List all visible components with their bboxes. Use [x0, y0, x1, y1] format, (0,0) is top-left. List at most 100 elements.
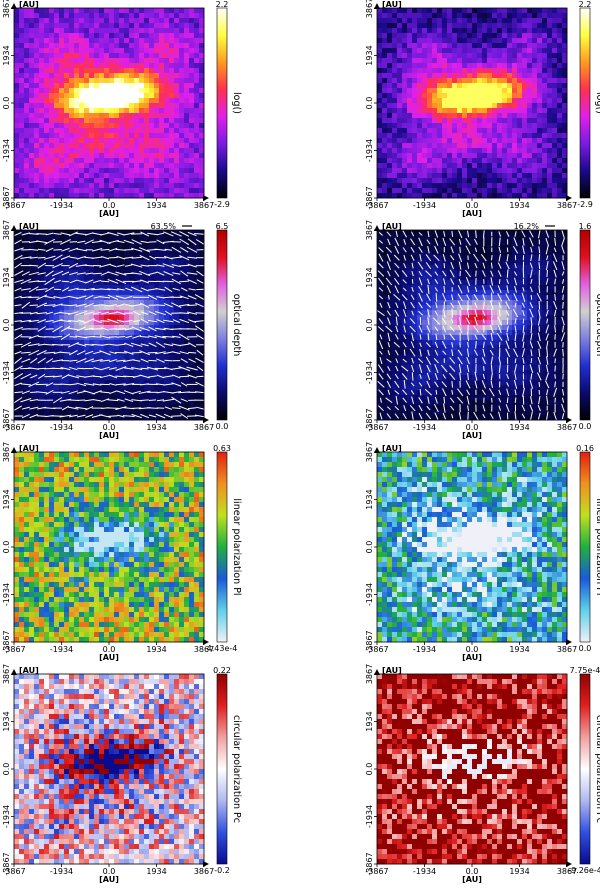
vector — [115, 295, 126, 300]
vector — [386, 261, 391, 270]
vector — [458, 238, 462, 245]
vector — [490, 364, 493, 373]
vector — [490, 380, 493, 388]
vector — [164, 248, 173, 251]
vector — [466, 286, 470, 293]
vector — [179, 238, 190, 246]
vector — [124, 256, 134, 259]
vector — [29, 264, 39, 267]
vector — [451, 308, 453, 318]
vector — [385, 397, 393, 404]
vector — [561, 413, 565, 420]
colorbar-label: log() — [231, 92, 242, 114]
vector — [108, 374, 118, 379]
vector — [514, 389, 517, 396]
vector — [498, 397, 502, 403]
vector — [561, 285, 565, 293]
vector — [29, 304, 38, 306]
x-unit-label: [AU] — [99, 875, 119, 884]
vector — [443, 278, 446, 285]
vector — [154, 335, 167, 339]
vector — [378, 373, 384, 380]
vector — [125, 335, 133, 339]
vector — [46, 358, 54, 364]
vector — [180, 398, 188, 403]
heatmap-image — [377, 452, 568, 643]
x-axis-arrow — [203, 417, 209, 423]
y-tick-label: -1934 — [365, 805, 374, 828]
vector — [498, 405, 501, 411]
vector — [465, 238, 471, 246]
vector — [76, 414, 86, 418]
vector — [521, 348, 525, 358]
vector — [68, 350, 78, 356]
vector — [482, 373, 485, 380]
y-unit-label: [AU] — [19, 222, 39, 231]
vector — [449, 372, 456, 381]
x-tick-label: 3867 — [194, 201, 214, 210]
x-tick-label: -1934 — [413, 867, 436, 876]
panel-row4-left: [AU] [AU] -3867 -1934 0.0 1934 3867 3867 1934 0.0… — [2, 664, 242, 884]
vector — [61, 390, 70, 394]
vector — [522, 341, 525, 348]
vector — [125, 319, 133, 323]
vector — [171, 391, 182, 394]
vector — [155, 351, 166, 355]
vector — [466, 395, 470, 405]
vector — [43, 255, 56, 260]
vector — [440, 364, 448, 373]
vector — [434, 349, 439, 356]
vector — [514, 358, 517, 363]
vector — [418, 412, 423, 420]
x-tick-label: 0.0 — [103, 645, 116, 654]
vector — [427, 317, 430, 325]
vector — [140, 264, 149, 267]
vector — [482, 246, 486, 254]
vector — [561, 237, 565, 247]
vector — [385, 325, 393, 333]
vector — [61, 295, 70, 299]
vector — [54, 279, 62, 284]
vector — [91, 343, 103, 346]
vector — [69, 271, 78, 276]
vector — [60, 255, 71, 260]
vector — [156, 232, 165, 236]
vector — [403, 405, 407, 412]
vector — [482, 262, 486, 269]
x-tick-label: -1934 — [413, 423, 436, 432]
vector — [418, 358, 424, 364]
vector — [443, 403, 446, 413]
y-tick-label: 0.0 — [2, 319, 11, 332]
vector — [377, 326, 385, 332]
vector — [21, 351, 31, 354]
vector — [187, 238, 197, 246]
vector — [537, 405, 541, 412]
x-unit-label: [AU] — [462, 431, 482, 440]
vector — [20, 398, 32, 403]
vector — [163, 383, 174, 386]
vector — [411, 364, 415, 373]
vector — [506, 373, 510, 380]
vector — [146, 407, 159, 409]
vector — [116, 398, 125, 402]
vector — [458, 412, 462, 420]
vector — [562, 373, 564, 380]
vector — [29, 399, 38, 402]
vector — [536, 292, 542, 302]
vector — [132, 390, 141, 394]
vector — [60, 383, 71, 386]
vector — [394, 405, 400, 411]
vector — [131, 239, 142, 245]
vector — [117, 264, 125, 267]
vector — [466, 294, 470, 301]
x-tick-label: 1934 — [146, 645, 166, 654]
y-tick-label: 0.0 — [2, 97, 11, 110]
vector — [75, 232, 87, 236]
vector — [99, 296, 111, 299]
vector — [411, 372, 414, 381]
vector — [386, 413, 392, 419]
vector — [108, 359, 117, 363]
vector — [505, 293, 510, 302]
vector — [84, 327, 94, 331]
vector — [59, 239, 71, 245]
